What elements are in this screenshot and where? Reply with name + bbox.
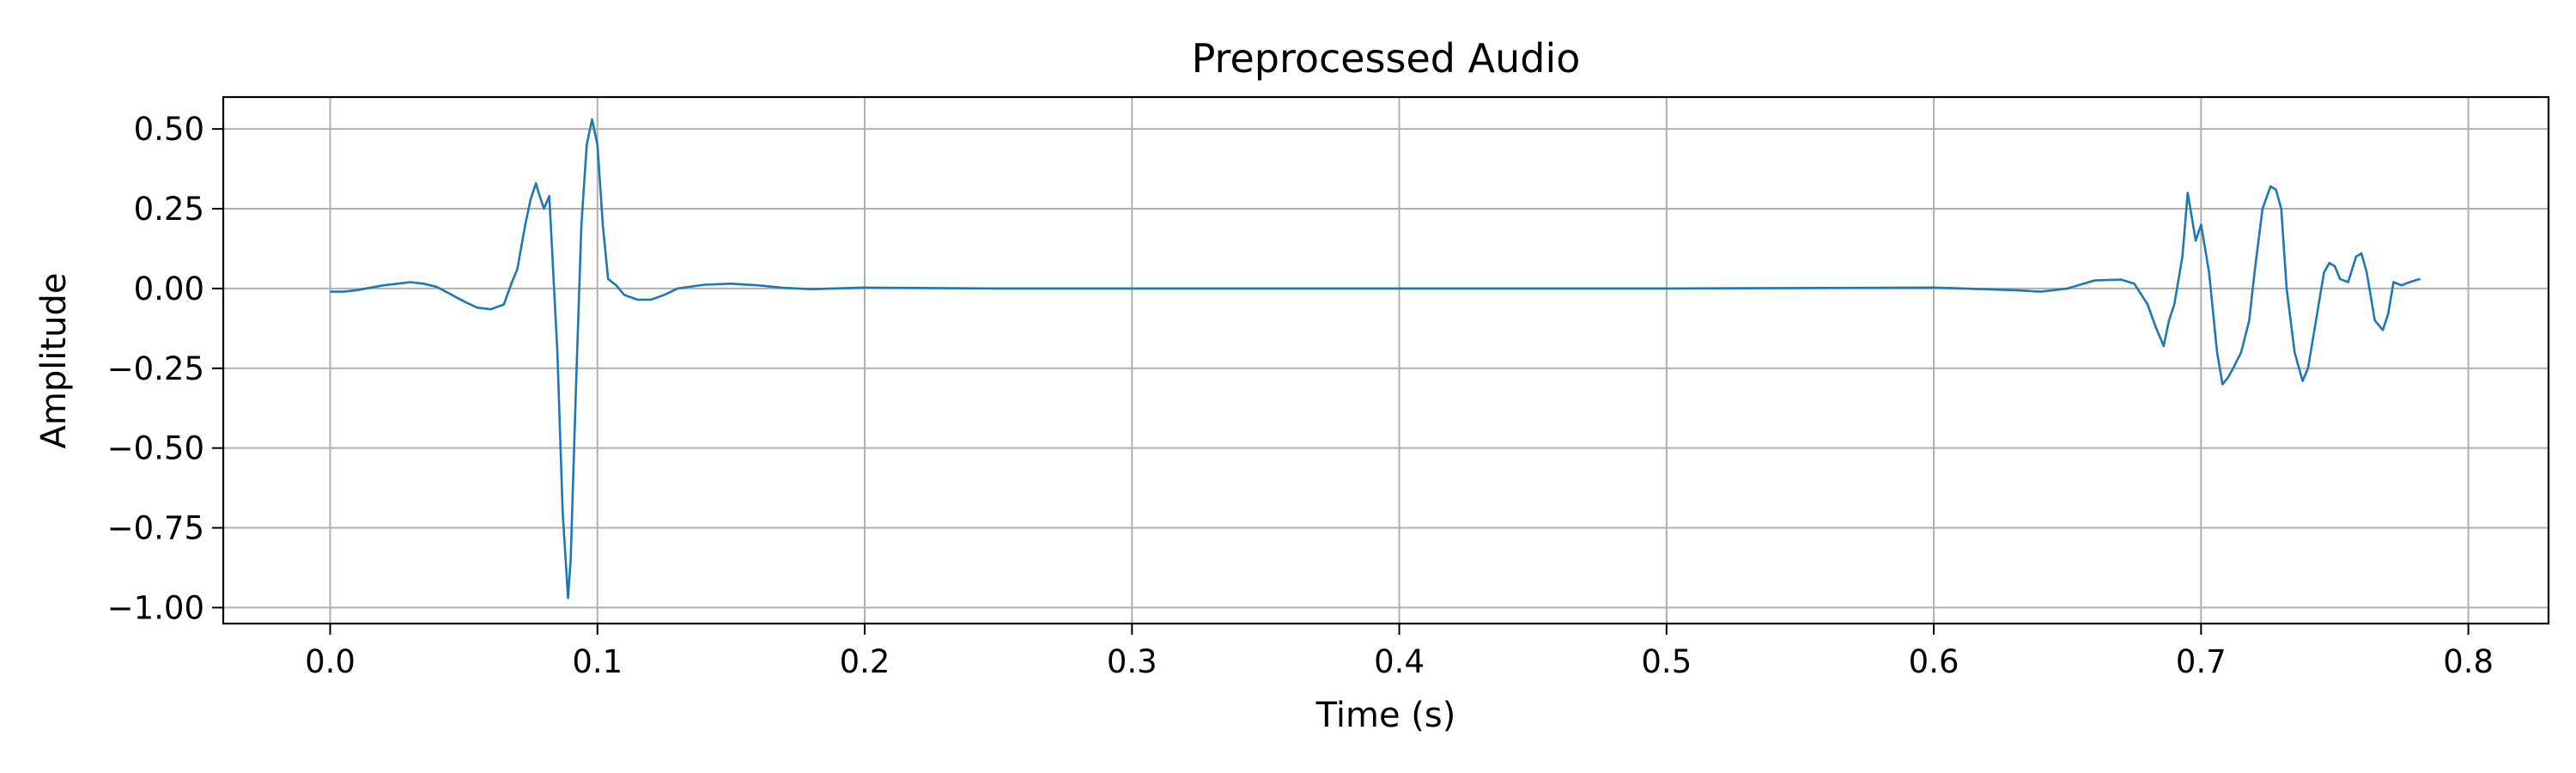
y-tick-label: 0.00 [134,271,204,307]
y-tick-label: −0.50 [107,430,204,467]
y-tick-label: −0.75 [107,510,204,547]
x-tick-label: 0.2 [840,643,890,680]
y-tick-label: 0.25 [134,191,204,228]
chart-title: Preprocessed Audio [1192,35,1581,82]
x-tick-label: 0.6 [1909,643,1959,680]
x-tick-label: 0.0 [305,643,355,680]
y-axis: 0.50 0.25 0.00 −0.25 −0.50 −0.75 −1.00 [107,111,223,626]
grid [223,97,2549,624]
y-tick-label: −1.00 [107,589,204,626]
x-tick-label: 0.3 [1107,643,1157,680]
x-tick-label: 0.8 [2443,643,2494,680]
y-tick-label: −0.25 [107,350,204,387]
y-axis-title: Amplitude [34,273,74,449]
x-tick-label: 0.4 [1374,643,1425,680]
y-tick-label: 0.50 [134,111,204,148]
x-tick-label: 0.1 [572,643,623,680]
x-tick-label: 0.7 [2176,643,2227,680]
series-line [330,118,2421,600]
x-axis: 0.0 0.1 0.2 0.3 0.4 0.5 0.6 0.7 0.8 [305,624,2494,680]
x-axis-title: Time (s) [1315,696,1456,735]
series-layer [330,118,2421,600]
plot-frame [222,95,2550,625]
x-tick-label: 0.5 [1641,643,1692,680]
